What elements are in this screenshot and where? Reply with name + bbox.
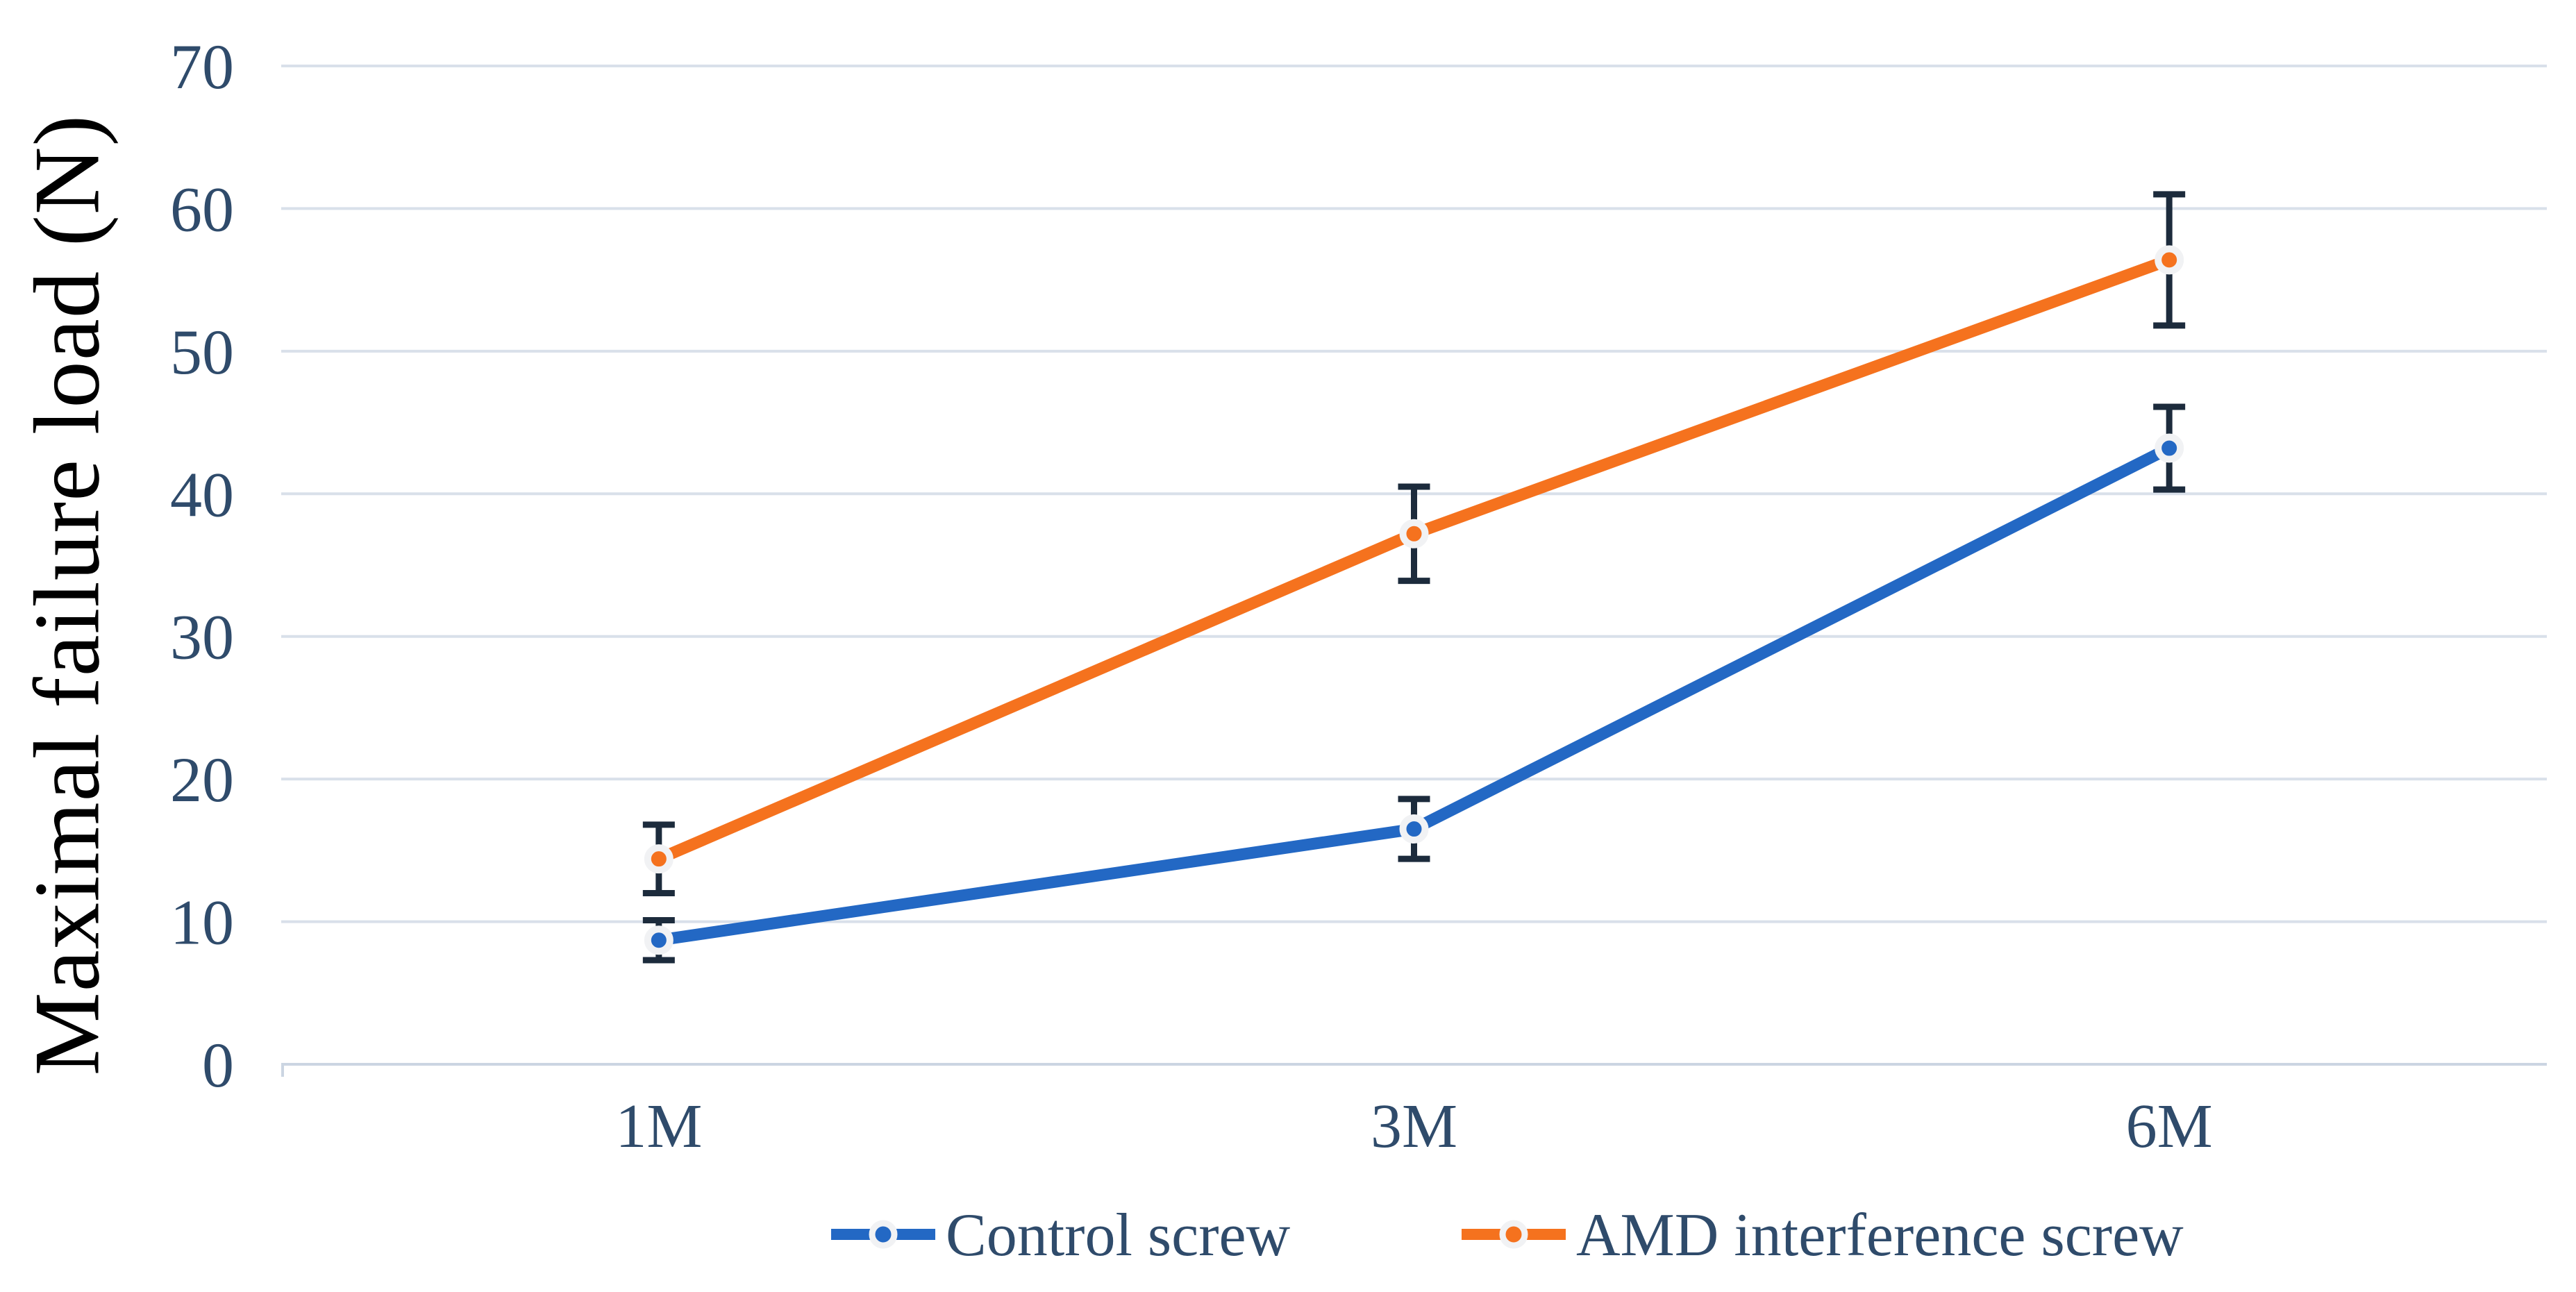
x-tick-label: 1M bbox=[615, 1092, 702, 1161]
y-axis-title: Maximal failure load (N) bbox=[15, 114, 119, 1076]
y-tick-label: 0 bbox=[202, 1030, 234, 1100]
y-tick-label: 30 bbox=[170, 602, 234, 673]
marker-amd-interference-screw-6m bbox=[2155, 245, 2184, 275]
legend-item-control-screw: Control screw bbox=[831, 1202, 1291, 1269]
y-tick-label: 50 bbox=[170, 317, 234, 387]
marker-control-screw-6m bbox=[2155, 433, 2184, 463]
y-tick-label: 70 bbox=[170, 31, 234, 102]
legend-label: AMD interference screw bbox=[1576, 1202, 2184, 1269]
y-tick-label: 20 bbox=[170, 744, 234, 815]
legend-label: Control screw bbox=[946, 1202, 1291, 1269]
y-tick-label: 60 bbox=[170, 174, 234, 244]
marker-control-screw-1m bbox=[644, 925, 674, 955]
marker-amd-interference-screw-1m bbox=[644, 844, 674, 874]
y-tick-label: 40 bbox=[170, 459, 234, 530]
marker-amd-interference-screw-3m bbox=[1399, 519, 1429, 548]
legend-marker-dot bbox=[869, 1220, 898, 1249]
x-tick-label: 3M bbox=[1371, 1092, 1457, 1161]
legend-marker-dot bbox=[1499, 1220, 1528, 1249]
y-tick-label: 10 bbox=[170, 887, 234, 958]
marker-control-screw-3m bbox=[1399, 814, 1429, 844]
x-tick-label: 6M bbox=[2126, 1092, 2213, 1161]
legend-item-amd-interference-screw: AMD interference screw bbox=[1462, 1202, 2184, 1269]
